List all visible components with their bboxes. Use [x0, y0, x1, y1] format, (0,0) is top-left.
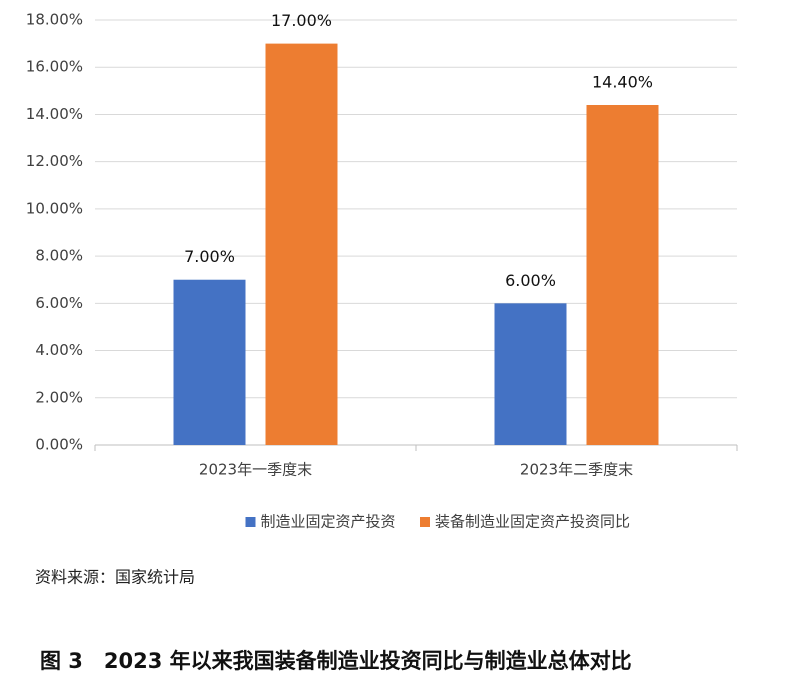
y-tick-label: 0.00% — [35, 436, 83, 454]
bar — [173, 279, 246, 445]
y-tick-label: 18.00% — [26, 11, 83, 29]
bar — [586, 105, 659, 445]
legend-swatch — [245, 517, 256, 527]
source-note: 资料来源：国家统计局 — [35, 568, 195, 587]
y-tick-label: 8.00% — [35, 247, 83, 265]
y-tick-label: 12.00% — [26, 152, 83, 170]
bar — [265, 43, 338, 445]
value-label: 7.00% — [184, 247, 235, 266]
y-tick-label: 6.00% — [35, 294, 83, 312]
legend-label: 制造业固定资产投资 — [261, 513, 396, 531]
value-label: 14.40% — [592, 73, 653, 92]
bar — [494, 303, 567, 445]
y-tick-label: 14.00% — [26, 105, 83, 123]
legend-label: 装备制造业固定资产投资同比 — [435, 513, 630, 531]
caption: 图 3 2023 年以来我国装备制造业投资同比与制造业总体对比 — [40, 649, 632, 673]
x-tick-label: 2023年二季度末 — [520, 461, 633, 479]
value-label: 17.00% — [271, 11, 332, 30]
x-tick-label: 2023年一季度末 — [199, 461, 312, 479]
legend-swatch — [420, 517, 430, 527]
y-tick-label: 16.00% — [26, 58, 83, 76]
y-tick-label: 10.00% — [26, 199, 83, 217]
y-tick-label: 4.00% — [35, 341, 83, 359]
value-label: 6.00% — [505, 271, 556, 290]
y-tick-label: 2.00% — [35, 388, 83, 406]
